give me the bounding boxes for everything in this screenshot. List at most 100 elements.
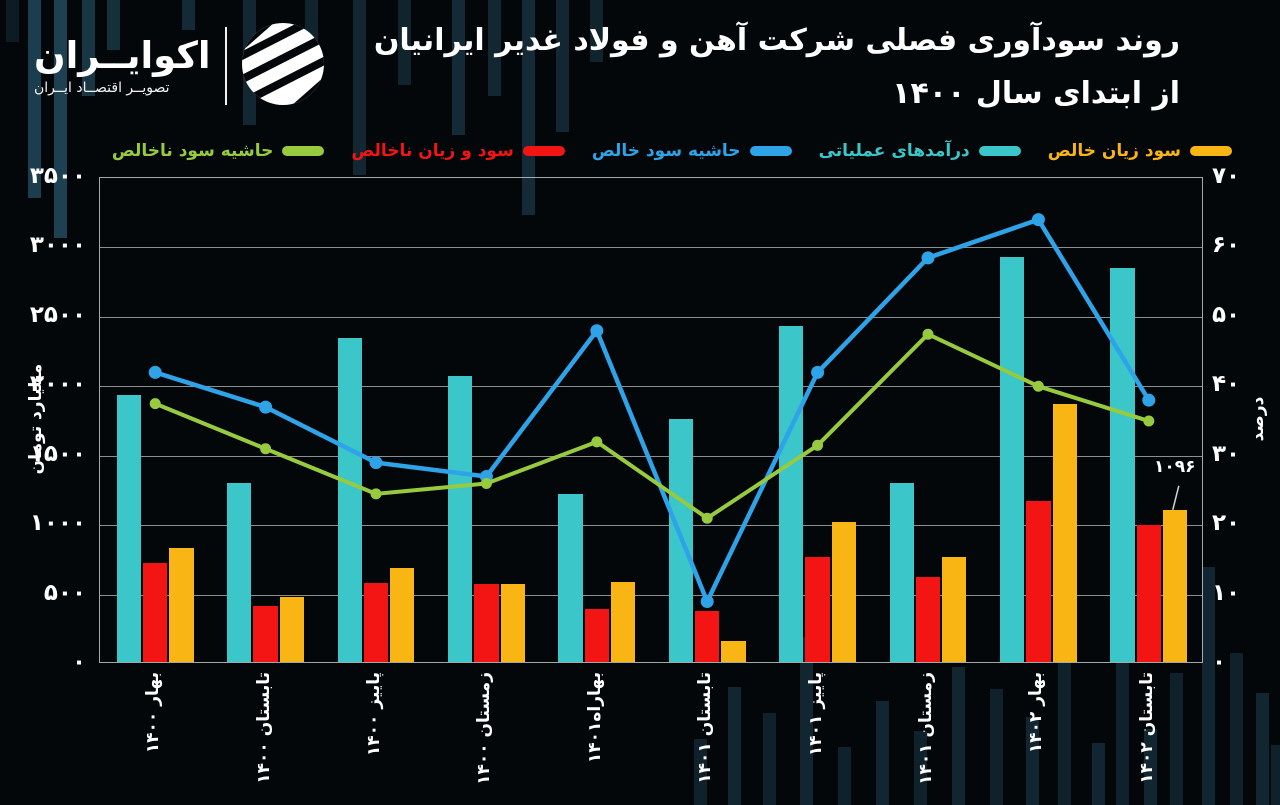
data-point (148, 365, 162, 379)
y-tick-right: ۳۰ (1212, 440, 1241, 467)
line-series (154, 217, 1151, 604)
x-axis-label: تابستان ۱۴۰۲ (1136, 672, 1157, 784)
decor-bar (952, 667, 965, 805)
right-axis-title: درصد (1248, 396, 1268, 442)
data-point (812, 439, 824, 451)
bar (500, 584, 525, 662)
bar (695, 610, 720, 662)
data-point (149, 398, 161, 410)
decor-bar (6, 0, 19, 42)
decor-bar (1271, 745, 1280, 805)
decor-bar (353, 0, 366, 175)
decor-bar (488, 0, 501, 96)
decor-bar (1170, 673, 1183, 805)
x-axis-label: بهار ۱۴۰۰ (143, 672, 164, 754)
data-point (1143, 415, 1155, 427)
gridline (100, 386, 1202, 388)
bar-group (889, 482, 967, 662)
gridline (100, 594, 1202, 596)
bar (915, 577, 941, 662)
y-tick-left: ۲۵۰۰ (29, 301, 86, 328)
decor-bar (763, 713, 776, 805)
data-point (921, 251, 935, 265)
bar (1162, 509, 1188, 662)
bar (279, 597, 305, 662)
brand-block: اکوایــران تصویــر اقتصــاد ایــران (34, 22, 325, 110)
decor-bar (182, 0, 195, 30)
bar (116, 395, 142, 662)
bar (805, 557, 830, 662)
bar-group (1110, 267, 1188, 662)
y-tick-right: ۱۰ (1212, 579, 1241, 606)
decor-bar (1116, 623, 1129, 805)
y-tick-right: ۶۰ (1212, 232, 1241, 259)
bar (558, 493, 583, 662)
legend-label: حاشیه سود خالص (591, 141, 741, 161)
legend-item: سود و زیان ناخالص (351, 141, 565, 161)
bar (610, 582, 636, 662)
bar (1052, 403, 1077, 662)
bar (831, 522, 857, 662)
plot-area: ۱۰۹۶ (99, 177, 1203, 663)
bar (1136, 524, 1161, 662)
decor-bar (522, 0, 535, 215)
brand-text: اکوایــران تصویــر اقتصــاد ایــران (34, 33, 211, 96)
y-tick-left: ۱۰۰۰ (29, 510, 86, 537)
decor-bar (1058, 657, 1071, 805)
data-point (590, 324, 604, 338)
gridline (100, 455, 1202, 457)
decor-bar (728, 687, 741, 805)
decor-bar (800, 637, 813, 805)
annotation-value: ۱۰۹۶ (1154, 456, 1196, 477)
bar (390, 568, 415, 662)
brand-name: اکوایــران (34, 33, 211, 77)
bar-group (337, 338, 415, 662)
x-axis-label: تابستان ۱۴۰۰ (253, 672, 274, 784)
gridline (100, 247, 1202, 249)
decor-bar (54, 0, 67, 238)
bar (363, 582, 389, 662)
bar (1110, 267, 1135, 662)
data-point (259, 400, 273, 414)
chart-legend: سود زیان خالص درآمدهای عملیاتی حاشیه سود خ… (112, 141, 1232, 161)
bar (227, 482, 252, 662)
decor-bar (82, 0, 95, 96)
bar (337, 338, 362, 662)
legend-label: حاشیه سود ناخالص (111, 141, 274, 161)
title-line-1: روند سودآوری فصلی شرکت آهن و فولاد غدیر … (373, 23, 1180, 58)
left-axis-title: میلیارد تومان (26, 363, 46, 475)
x-axis-label: زمستان ۱۴۰۰ (474, 672, 495, 785)
decor-bar (452, 0, 465, 135)
legend-swatch-icon (978, 146, 1021, 156)
bar-group (447, 375, 525, 662)
decor-bar (838, 747, 851, 805)
legend-label: سود زیان خالص (1047, 141, 1181, 161)
y-tick-right: ۴۰ (1212, 371, 1241, 398)
bar (169, 548, 194, 662)
x-axis-label: پاییز ۱۴۰۰ (364, 672, 384, 757)
bar (1026, 500, 1051, 662)
legend-swatch-icon (1190, 146, 1232, 156)
line-series-layer (148, 213, 1180, 609)
bar-group (227, 482, 305, 662)
decor-bar (1256, 693, 1269, 805)
data-point (700, 595, 714, 609)
legend-label: درآمدهای عملیاتی (818, 141, 970, 161)
bar (584, 609, 609, 662)
y-tick-left: ۱۵۰۰ (29, 440, 86, 467)
y-tick-left: ۵۰۰ (43, 579, 86, 606)
decor-bar (1202, 567, 1215, 805)
data-point (701, 512, 713, 524)
decor-bar (107, 0, 120, 50)
title-line-2: از ابتدای سال ۱۴۰۰ (892, 76, 1180, 112)
bar-group (116, 395, 194, 662)
legend-item: حاشیه سود ناخالص (112, 141, 325, 161)
data-point (1032, 380, 1044, 392)
bar-group (779, 325, 857, 662)
x-axis-label: بهار ۱۴۰۲ (1026, 672, 1047, 754)
y-tick-left: ۰ (71, 649, 86, 675)
legend-swatch-icon (749, 146, 792, 156)
line-series (154, 332, 1150, 521)
decor-bar (590, 0, 603, 62)
